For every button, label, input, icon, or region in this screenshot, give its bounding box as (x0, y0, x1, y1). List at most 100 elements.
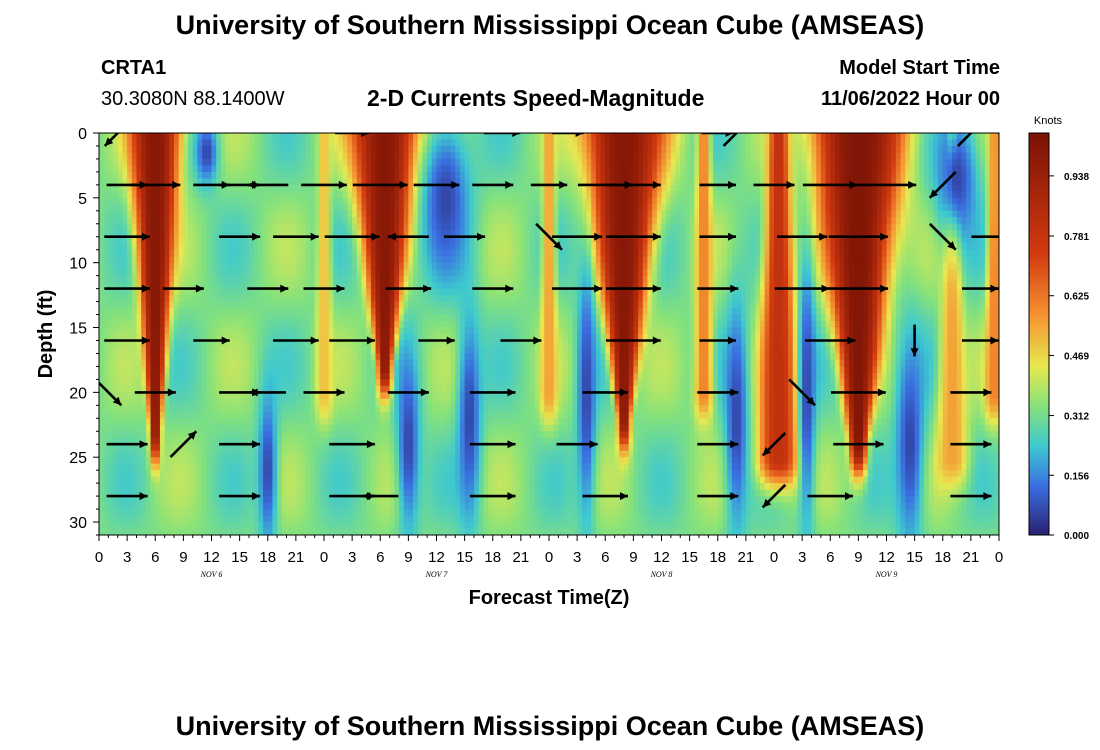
heatmap-cell (867, 210, 874, 218)
heatmap-cell (886, 223, 892, 231)
heatmap-cell (413, 139, 419, 147)
heatmap-cell (103, 223, 109, 231)
heatmap-cell (553, 249, 559, 257)
heatmap-cell (422, 178, 428, 186)
heatmap-cell (291, 158, 297, 167)
heatmap-cell (558, 223, 564, 231)
heatmap-cell (492, 288, 499, 296)
heatmap-cell (131, 295, 138, 303)
heatmap-cell (666, 145, 672, 154)
heatmap-cell (530, 145, 536, 154)
heatmap-cell (361, 165, 367, 173)
heatmap-cell (314, 133, 320, 141)
heatmap-cell (309, 262, 316, 270)
heatmap-cell (736, 236, 742, 244)
heatmap-cell (811, 249, 817, 257)
heatmap-cell (455, 269, 461, 277)
heatmap-cell (520, 139, 527, 147)
heatmap-cell (263, 288, 269, 296)
heatmap-cell (324, 269, 330, 277)
heatmap-cell (347, 145, 353, 154)
heatmap-cell (722, 171, 728, 179)
heatmap-cell (141, 269, 147, 277)
heatmap-cell (713, 256, 719, 264)
heatmap-cell (539, 171, 545, 179)
heatmap-cell (727, 223, 733, 231)
heatmap-cell (361, 295, 367, 303)
heatmap-cell (722, 217, 728, 225)
heatmap-cell (774, 288, 780, 296)
heatmap-cell (741, 184, 747, 192)
heatmap-cell (314, 139, 320, 147)
heatmap-cell (253, 152, 259, 160)
heatmap-cell (563, 256, 569, 264)
heatmap-cell (722, 184, 728, 192)
heatmap-cell (136, 243, 142, 251)
heatmap-cell (127, 295, 133, 303)
heatmap-cell (450, 262, 456, 270)
heatmap-cell (342, 158, 349, 167)
heatmap-cell (516, 197, 522, 205)
heatmap-cell (914, 288, 920, 296)
heatmap-cell (713, 184, 719, 192)
heatmap-cell (989, 295, 995, 303)
heatmap-cell (609, 288, 616, 296)
heatmap-cell (356, 145, 363, 154)
heatmap-cell (127, 158, 133, 167)
heatmap-cell (333, 295, 339, 303)
heatmap-cell (272, 269, 278, 277)
heatmap-cell (366, 145, 372, 154)
heatmap-cell (581, 178, 588, 186)
heatmap-cell (338, 262, 344, 270)
heatmap-cell (549, 204, 555, 212)
heatmap-cell (797, 152, 803, 160)
heatmap-cell (511, 210, 517, 218)
heatmap-cell (731, 210, 738, 218)
heatmap-cell (633, 145, 639, 154)
heatmap-cell (314, 249, 320, 257)
heatmap-cell (572, 256, 578, 264)
heatmap-cell (595, 133, 602, 141)
heatmap-cell (108, 204, 114, 212)
heatmap-cell (877, 256, 883, 264)
heatmap-cell (188, 262, 194, 270)
heatmap-cell (497, 158, 503, 167)
heatmap-cell (413, 165, 419, 173)
heatmap-cell (670, 133, 677, 141)
heatmap-cell (202, 243, 208, 251)
heatmap-cell (558, 249, 564, 257)
heatmap-cell (811, 262, 817, 270)
heatmap-cell (600, 210, 606, 218)
heatmap-cell (741, 262, 747, 270)
heatmap-cell (469, 158, 475, 167)
heatmap-cell (239, 275, 245, 283)
heatmap-cell (422, 262, 428, 270)
heatmap-cell (619, 158, 625, 167)
heatmap-cell (774, 210, 780, 218)
heatmap-cell (928, 223, 934, 231)
heatmap-cell (797, 133, 803, 141)
heatmap-cell (502, 243, 508, 251)
heatmap-cell (361, 204, 367, 212)
heatmap-cell (924, 133, 930, 141)
heatmap-cell (970, 178, 977, 186)
heatmap-cell (155, 217, 161, 225)
heatmap-cell (802, 197, 808, 205)
heatmap-cell (558, 282, 564, 290)
heatmap-cell (333, 165, 339, 173)
heatmap-cell (309, 178, 316, 186)
heatmap-cell (127, 210, 133, 218)
heatmap-cell (961, 230, 967, 238)
heatmap-cell (370, 158, 377, 167)
heatmap-cell (431, 295, 438, 303)
heatmap-cell (164, 262, 170, 270)
heatmap-cell (886, 282, 892, 290)
heatmap-cell (905, 152, 911, 160)
heatmap-cell (970, 256, 977, 264)
heatmap-cell (909, 152, 916, 160)
heatmap-cell (886, 230, 892, 238)
heatmap-cell (478, 269, 484, 277)
heatmap-cell (797, 230, 803, 238)
heatmap-cell (234, 184, 241, 192)
heatmap-cell (258, 217, 264, 225)
